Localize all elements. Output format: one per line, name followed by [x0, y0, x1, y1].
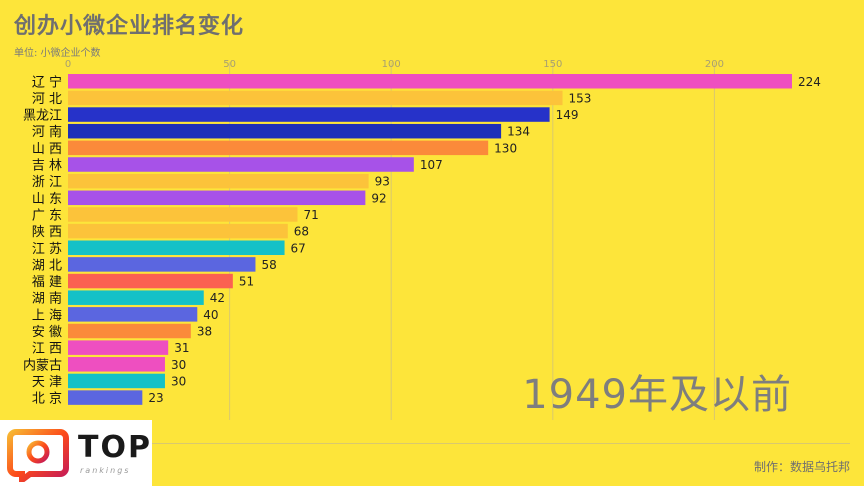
category-label: 山 东 — [32, 192, 62, 207]
category-label: 湖 南 — [32, 291, 62, 307]
category-label: 山 西 — [32, 142, 62, 157]
bar — [68, 140, 489, 156]
value-label: 130 — [494, 141, 517, 155]
camera-frame-icon — [7, 429, 69, 482]
x-tick-label: 50 — [223, 59, 236, 70]
bar — [68, 223, 288, 239]
value-label: 23 — [148, 391, 163, 405]
x-tick-label: 150 — [543, 59, 562, 70]
value-label: 42 — [210, 291, 225, 305]
bar — [68, 173, 369, 189]
category-label: 吉 林 — [32, 159, 62, 174]
category-label: 江 西 — [32, 342, 62, 357]
bar-chart: 0 50 100 150 200 辽 宁 224 河 北 153 黑龙江 149 河 南 134 山 西 1… — [23, 59, 821, 420]
category-label: 北 京 — [32, 392, 62, 407]
period-label: 1949年及以前 — [522, 372, 792, 418]
bar — [68, 207, 298, 222]
credit-text: 制作：数据乌托邦 — [753, 460, 850, 474]
bar — [68, 74, 792, 89]
bar — [68, 257, 256, 272]
category-label: 广 东 — [32, 208, 62, 223]
value-label: 149 — [556, 108, 579, 122]
value-label: 58 — [261, 258, 276, 272]
value-label: 31 — [174, 341, 189, 355]
x-tick-label: 100 — [382, 59, 401, 70]
category-label: 内蒙古 — [23, 357, 62, 373]
value-label: 134 — [507, 125, 530, 139]
bar — [68, 307, 198, 322]
value-label: 38 — [197, 325, 212, 339]
value-label: 92 — [371, 191, 386, 205]
category-label: 江 苏 — [32, 241, 62, 257]
bar — [68, 390, 143, 405]
bar — [68, 190, 366, 206]
value-label: 68 — [294, 225, 309, 239]
category-label: 辽 宁 — [32, 74, 62, 90]
bar — [68, 340, 169, 355]
bar — [68, 323, 191, 339]
bar — [68, 90, 563, 106]
category-label: 陕 西 — [32, 225, 62, 240]
bar — [68, 107, 550, 122]
value-label: 153 — [569, 91, 592, 105]
value-label: 40 — [203, 308, 218, 322]
category-label: 黑龙江 — [23, 109, 62, 124]
logo: TOP rankings — [0, 420, 152, 486]
value-label: 107 — [420, 158, 443, 172]
page-title: 创办小微企业排名变化 — [14, 14, 245, 39]
category-label: 上 海 — [32, 308, 62, 323]
value-label: 30 — [171, 374, 186, 388]
logo-name: TOP — [78, 430, 152, 465]
x-tick-label: 200 — [705, 59, 724, 70]
bar — [68, 290, 204, 305]
category-label: 湖 北 — [32, 258, 62, 273]
value-label: 30 — [171, 358, 186, 372]
divider-line — [14, 443, 850, 444]
bar — [68, 273, 233, 289]
category-label: 天 津 — [32, 375, 62, 390]
x-tick-label: 0 — [65, 59, 71, 70]
bar — [68, 373, 165, 389]
bar — [68, 123, 502, 139]
value-label: 224 — [798, 75, 821, 89]
value-label: 93 — [375, 175, 390, 189]
category-label: 安 徽 — [32, 325, 62, 340]
bar — [68, 240, 285, 255]
logo-subtitle: rankings — [80, 466, 131, 475]
unit-label: 单位: 小微企业个数 — [14, 48, 101, 59]
category-label: 浙 江 — [32, 175, 62, 190]
bar — [68, 357, 165, 372]
category-label: 河 北 — [32, 92, 62, 107]
value-label: 51 — [239, 275, 254, 289]
value-label: 67 — [291, 241, 306, 255]
bar — [68, 157, 414, 172]
value-label: 71 — [303, 208, 318, 222]
category-label: 河 南 — [32, 124, 62, 140]
category-label: 福 建 — [32, 275, 62, 290]
